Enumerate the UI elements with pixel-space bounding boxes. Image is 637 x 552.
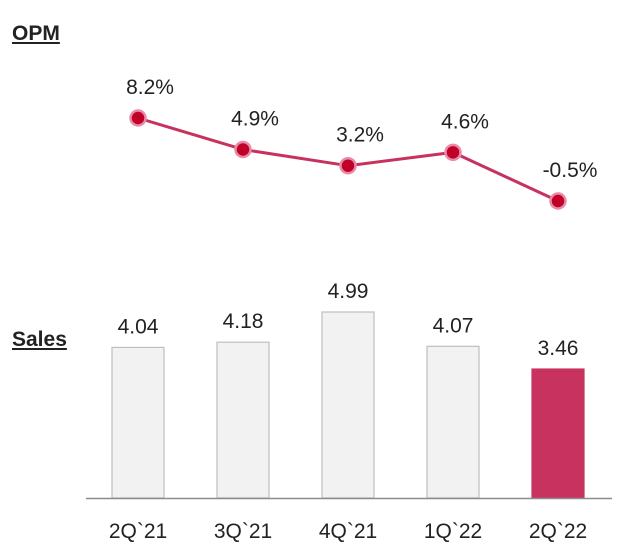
x-tick-label: 2Q`21	[109, 520, 167, 543]
x-tick-label: 2Q`22	[529, 520, 587, 543]
x-tick-label: 1Q`22	[424, 520, 482, 543]
x-tick-label: 3Q`21	[214, 520, 272, 543]
sales-value-label: 4.99	[328, 280, 369, 303]
opm-value-label: 8.2%	[126, 76, 174, 99]
sales-value-label: 4.07	[433, 314, 474, 337]
x-tick-label: 4Q`21	[319, 520, 377, 543]
opm-value-label: 4.6%	[441, 110, 489, 133]
sales-bar	[531, 368, 585, 499]
sales-value-label: 3.46	[538, 337, 579, 360]
sales-bar-chart: 4.04 4.18 4.99 4.07 3.46	[111, 280, 585, 499]
sales-value-label: 4.18	[223, 310, 264, 333]
opm-value-label: -0.5%	[543, 159, 598, 182]
opm-point	[129, 109, 147, 127]
opm-point	[234, 140, 252, 159]
sales-bar	[111, 346, 165, 499]
opm-line-chart: 8.2% 4.9% 3.2% 4.6% -0.5%	[126, 76, 598, 210]
opm-point	[444, 143, 462, 162]
opm-value-label: 4.9%	[231, 107, 279, 130]
sales-bar	[426, 345, 480, 499]
opm-point	[549, 192, 567, 210]
opm-value-label: 3.2%	[336, 124, 384, 147]
sales-value-label: 4.04	[118, 315, 159, 338]
sales-bar	[216, 341, 270, 499]
opm-title: OPM	[12, 22, 60, 45]
sales-bar	[321, 311, 375, 499]
x-axis: 2Q`21 3Q`21 4Q`21 1Q`22 2Q`22	[86, 497, 612, 543]
sales-title: Sales	[12, 328, 67, 351]
opm-point	[339, 156, 357, 175]
